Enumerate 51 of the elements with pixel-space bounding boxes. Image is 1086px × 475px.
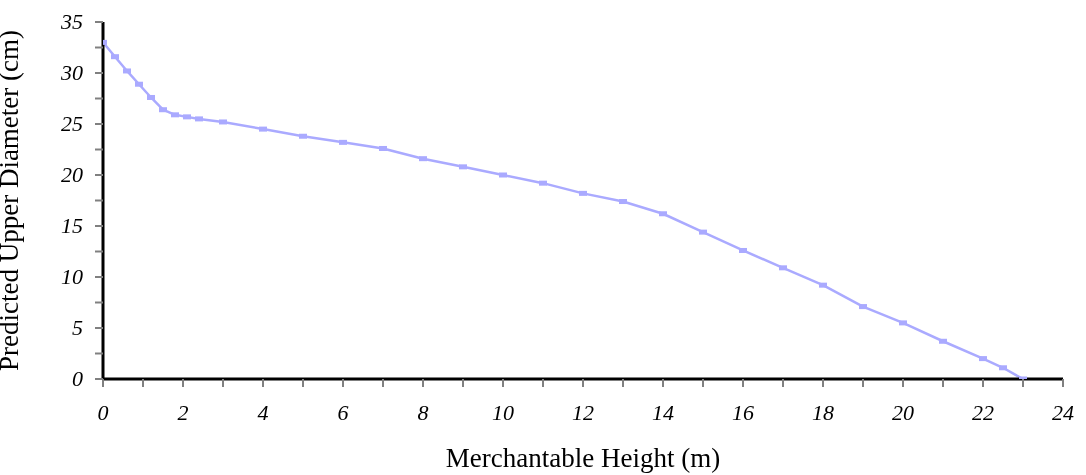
x-tick-label: 12 (572, 400, 594, 425)
point (619, 199, 627, 205)
point (819, 282, 827, 288)
x-tick-label: 0 (97, 400, 109, 425)
point (899, 320, 907, 326)
point (159, 107, 167, 113)
y-tick-label: 0 (72, 366, 83, 391)
point (419, 156, 427, 162)
x-tick-label: 18 (812, 400, 834, 425)
x-tick-label: 20 (892, 400, 914, 425)
point (299, 133, 307, 139)
point (123, 68, 131, 74)
y-tick-label: 30 (60, 60, 83, 85)
point (183, 114, 191, 120)
point (147, 94, 155, 100)
point (999, 365, 1007, 371)
point (111, 54, 119, 60)
x-tick-label: 14 (652, 400, 674, 425)
x-tick-label: 24 (1052, 400, 1074, 425)
point (499, 172, 507, 178)
point (539, 180, 547, 186)
y-tick-label: 25 (61, 111, 83, 136)
point (379, 145, 387, 151)
point (171, 112, 179, 118)
y-tick-label: 5 (72, 315, 83, 340)
x-tick-label: 2 (177, 400, 189, 425)
x-tick-label: 22 (972, 400, 994, 425)
point (859, 304, 867, 310)
point (979, 356, 987, 362)
y-tick-label: 20 (61, 162, 83, 187)
x-tick-label: 16 (732, 400, 754, 425)
point (779, 265, 787, 271)
point (195, 116, 203, 122)
point (259, 126, 267, 132)
point (659, 211, 667, 217)
point (339, 139, 347, 145)
point (939, 338, 947, 344)
y-tick-label: 10 (61, 264, 83, 289)
point (739, 247, 747, 253)
x-axis-title: Merchantable Height (m) (445, 443, 721, 473)
x-tick-label: 8 (417, 400, 429, 425)
point (699, 229, 707, 235)
x-tick-label: 10 (492, 400, 514, 425)
point (579, 190, 587, 196)
point (219, 119, 227, 125)
point (459, 164, 467, 170)
x-tick-label: 4 (257, 400, 269, 425)
y-tick-label: 35 (60, 9, 83, 34)
y-tick-label: 15 (61, 213, 83, 238)
point (135, 81, 143, 87)
x-tick-label: 6 (337, 400, 349, 425)
